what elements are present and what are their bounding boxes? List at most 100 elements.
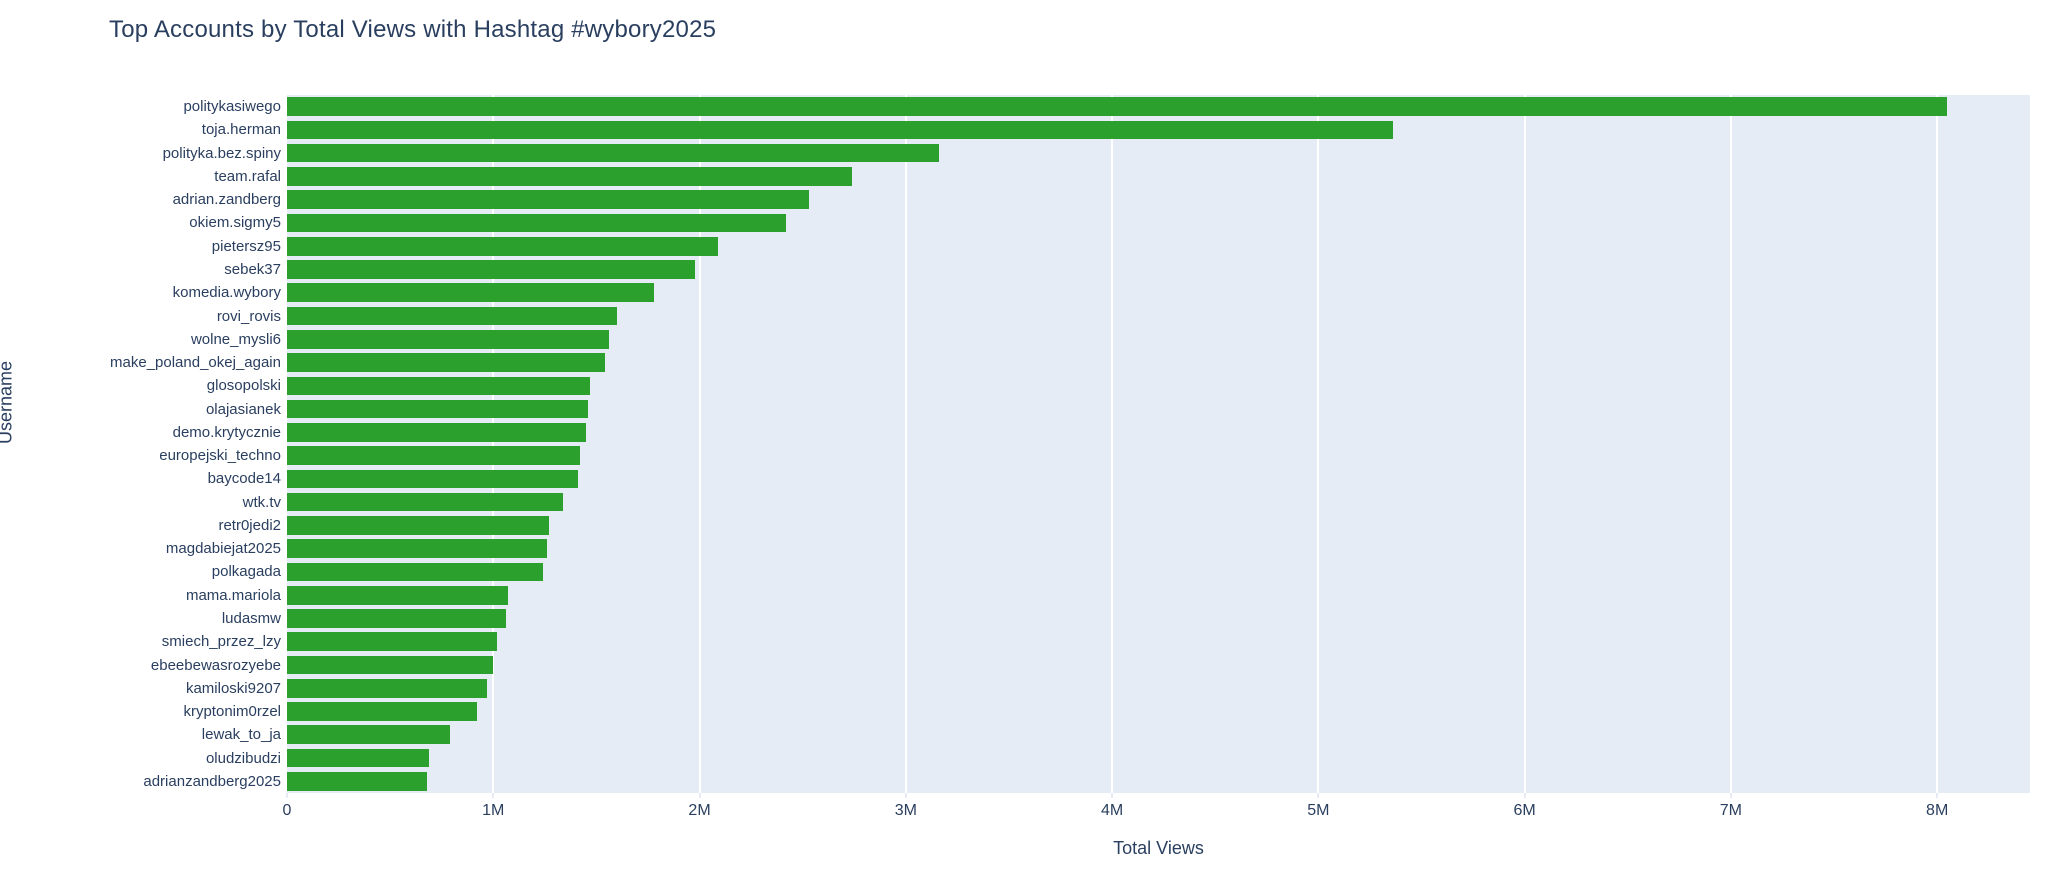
bar-row: polityka.bez.spiny (0, 142, 2030, 165)
bar-row: sebek37 (0, 258, 2030, 281)
bar-row: smiech_przez_lzy (0, 630, 2030, 653)
bar-track (287, 258, 2030, 281)
y-tick-label: baycode14 (207, 470, 281, 488)
y-tick-label: kamiloski9207 (185, 679, 281, 697)
y-tick-label: ludasmw (221, 609, 281, 627)
y-tick-label: politykasiwego (183, 98, 281, 116)
bar-track (287, 188, 2030, 211)
bar-track (287, 467, 2030, 490)
y-tick-label: pietersz95 (211, 237, 281, 255)
bar-track (287, 700, 2030, 723)
bar-track (287, 351, 2030, 374)
gridline (492, 95, 495, 793)
x-tick-mark (699, 793, 701, 798)
y-tick-label: team.rafal (214, 167, 281, 185)
bar (287, 609, 506, 628)
bar (287, 702, 477, 721)
y-tick-label: make_poland_okej_again (110, 354, 281, 372)
bar-track (287, 537, 2030, 560)
bar-track (287, 118, 2030, 141)
bar-track (287, 304, 2030, 327)
bar (287, 260, 696, 279)
chart-title: Top Accounts by Total Views with Hashtag… (109, 16, 717, 43)
bar-row: politykasiwego (0, 95, 2030, 118)
x-tick-label: 8M (1926, 802, 1949, 819)
y-tick-label: wtk.tv (242, 493, 281, 511)
y-tick-label: smiech_przez_lzy (161, 633, 281, 651)
gridline (1317, 95, 1320, 793)
bar-row: wtk.tv (0, 491, 2030, 514)
bar (287, 492, 564, 512)
bar-row: adrianzandberg2025 (0, 770, 2030, 793)
x-tick-label: 0 (282, 802, 292, 819)
x-tick-mark (1111, 793, 1113, 798)
bar (287, 143, 939, 163)
bar-row: rovi_rovis (0, 304, 2030, 327)
x-tick-mark (1524, 793, 1526, 798)
bar-track (287, 444, 2030, 467)
bar (287, 632, 498, 652)
x-tick-label: 3M (894, 802, 917, 819)
y-tick-label: kryptonim0rzel (183, 703, 281, 721)
bar (287, 446, 580, 465)
gridline (1936, 95, 1939, 793)
x-tick-label: 4M (1100, 802, 1124, 819)
gridline (1523, 95, 1526, 793)
bar-row: pietersz95 (0, 235, 2030, 258)
bar-track (287, 421, 2030, 444)
y-tick-label: magdabiejat2025 (165, 540, 281, 558)
gridline (1729, 95, 1732, 793)
y-tick-label: adrian.zandberg (172, 191, 281, 209)
bar (287, 655, 494, 675)
bar-track (287, 584, 2030, 607)
x-tick-label: 1M (482, 802, 505, 819)
x-tick-mark (1936, 793, 1938, 798)
bar-track (287, 491, 2030, 514)
bar-row: kamiloski9207 (0, 677, 2030, 700)
bar (287, 678, 488, 698)
bar (287, 120, 1393, 140)
y-tick-label: sebek37 (224, 260, 281, 278)
bar-row: europejski_techno (0, 444, 2030, 467)
x-tick-mark (492, 793, 494, 798)
bar-track (287, 281, 2030, 304)
y-tick-label: glosopolski (206, 377, 281, 395)
bar-track (287, 95, 2030, 118)
y-tick-label: lewak_to_ja (201, 726, 281, 744)
bar (287, 329, 609, 349)
bar-row: adrian.zandberg (0, 188, 2030, 211)
bar-row: make_poland_okej_again (0, 351, 2030, 374)
bar-track (287, 653, 2030, 676)
y-tick-label: polityka.bez.spiny (162, 144, 281, 162)
y-tick-label: europejski_techno (159, 447, 281, 465)
y-tick-label: oludzibudzi (205, 749, 281, 767)
bar-track (287, 142, 2030, 165)
bar (287, 283, 655, 303)
y-tick-label: okiem.sigmy5 (189, 214, 281, 232)
bar-row: lewak_to_ja (0, 723, 2030, 746)
x-tick-mark (1730, 793, 1732, 798)
bar-row: kryptonim0rzel (0, 700, 2030, 723)
bar-track (287, 328, 2030, 351)
bar-row: ludasmw (0, 607, 2030, 630)
bar-row: oludzibudzi (0, 746, 2030, 769)
bar-row: polkagada (0, 560, 2030, 583)
bar-track (287, 211, 2030, 234)
bar-track (287, 746, 2030, 769)
bar (287, 585, 508, 605)
bars-layer: politykasiwego toja.herman polityka.bez.sp… (0, 95, 2030, 793)
bar-track (287, 165, 2030, 188)
bar-track (287, 397, 2030, 420)
gridline (1111, 95, 1114, 793)
bar (287, 97, 1948, 116)
gridline (904, 95, 907, 793)
y-tick-label: rovi_rovis (216, 307, 281, 325)
y-tick-label: wolne_mysli6 (190, 330, 281, 348)
y-tick-label: toja.herman (201, 121, 281, 139)
x-tick-mark (905, 793, 907, 798)
bar-row: wolne_mysli6 (0, 328, 2030, 351)
bar-row: ebeebewasrozyebe (0, 653, 2030, 676)
bar-row: okiem.sigmy5 (0, 211, 2030, 234)
bar-row: demo.krytycznie (0, 421, 2030, 444)
